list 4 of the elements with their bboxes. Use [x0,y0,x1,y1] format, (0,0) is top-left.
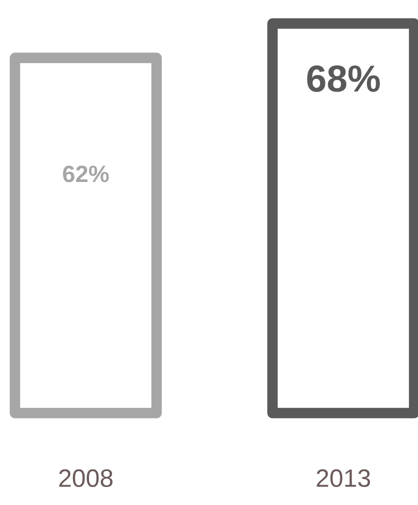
data-label: 62% [63,166,109,182]
x-tick-label: 2013 [316,469,370,488]
x-tick-label: 2008 [59,469,112,488]
data-label: 68% [307,65,380,92]
